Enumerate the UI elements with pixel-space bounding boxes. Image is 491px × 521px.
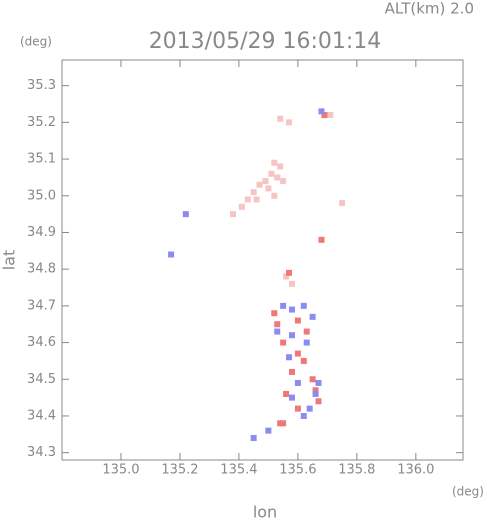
x-tick-label: 136.0 (397, 463, 434, 478)
echo-point (280, 339, 287, 346)
echo-point (294, 379, 301, 386)
echo-point (274, 174, 281, 181)
echo-point (283, 273, 290, 280)
echo-point (277, 163, 284, 170)
echo-point (300, 412, 307, 419)
chart-title: 2013/05/29 16:01:14 (149, 29, 382, 54)
echo-point (318, 108, 325, 115)
echo-point (288, 306, 295, 313)
echo-point (268, 170, 275, 177)
echo-point (274, 328, 281, 335)
y-tick-label: 34.6 (27, 335, 56, 350)
echo-point (274, 321, 281, 328)
echo-point (271, 159, 278, 166)
subtitle: ALT(km) 2.0 (385, 0, 474, 18)
echo-point (321, 112, 328, 119)
echo-point (244, 196, 251, 203)
y-tick-label: 35.3 (27, 78, 56, 93)
y-tick-label: 35.2 (27, 115, 56, 130)
echo-point (288, 368, 295, 375)
echo-point (168, 251, 175, 258)
echo-point (315, 398, 322, 405)
y-tick-label: 34.5 (27, 372, 56, 387)
echo-point (309, 313, 316, 320)
echo-point (277, 115, 284, 122)
echo-point (230, 211, 237, 218)
echo-point (280, 178, 287, 185)
x-axis-label: lon (253, 503, 277, 521)
y-tick-label: 35.0 (27, 188, 56, 203)
echo-point (303, 339, 310, 346)
echo-point (300, 357, 307, 364)
echo-point (318, 236, 325, 243)
x-tick-label: 135.8 (338, 463, 375, 478)
echo-point (256, 181, 263, 188)
echo-point (312, 387, 319, 394)
echo-point (339, 200, 346, 207)
echo-point (253, 196, 260, 203)
y-tick-label: 34.3 (27, 445, 56, 460)
echo-point (283, 390, 290, 397)
x-tick-label: 135.2 (161, 463, 198, 478)
echo-point (294, 350, 301, 357)
echo-point (271, 192, 278, 199)
echo-point (300, 302, 307, 309)
y-axis-label: lat (0, 250, 19, 271)
echo-point (288, 280, 295, 287)
echo-point (280, 302, 287, 309)
echo-point (303, 328, 310, 335)
echo-point (286, 269, 293, 276)
y-unit: (deg) (20, 35, 52, 49)
echo-point (250, 189, 257, 196)
echo-point (315, 379, 322, 386)
echo-point (288, 394, 295, 401)
x-tick-label: 135.6 (279, 463, 316, 478)
y-tick-label: 34.4 (27, 408, 56, 423)
echo-point (280, 420, 287, 427)
echo-point (309, 376, 316, 383)
echo-point (182, 211, 189, 218)
y-tick-label: 35.1 (27, 152, 56, 167)
y-tick-label: 34.8 (27, 262, 56, 277)
echo-point (238, 203, 245, 210)
x-tick-label: 135.4 (220, 463, 257, 478)
echo-point (250, 434, 257, 441)
echo-point (288, 332, 295, 339)
echo-point (265, 427, 272, 434)
echo-point (262, 178, 269, 185)
echo-point (271, 310, 278, 317)
echo-point (294, 317, 301, 324)
echo-point (306, 405, 313, 412)
echo-point (294, 405, 301, 412)
echo-point (327, 112, 334, 119)
echo-point (286, 354, 293, 361)
echo-point (265, 185, 272, 192)
plot-frame (61, 59, 464, 461)
echo-point (286, 119, 293, 126)
x-tick-label: 135.0 (102, 463, 139, 478)
y-tick-label: 34.7 (27, 298, 56, 313)
echo-point (312, 390, 319, 397)
y-tick-label: 34.9 (27, 225, 56, 240)
x-unit: (deg) (452, 485, 484, 499)
